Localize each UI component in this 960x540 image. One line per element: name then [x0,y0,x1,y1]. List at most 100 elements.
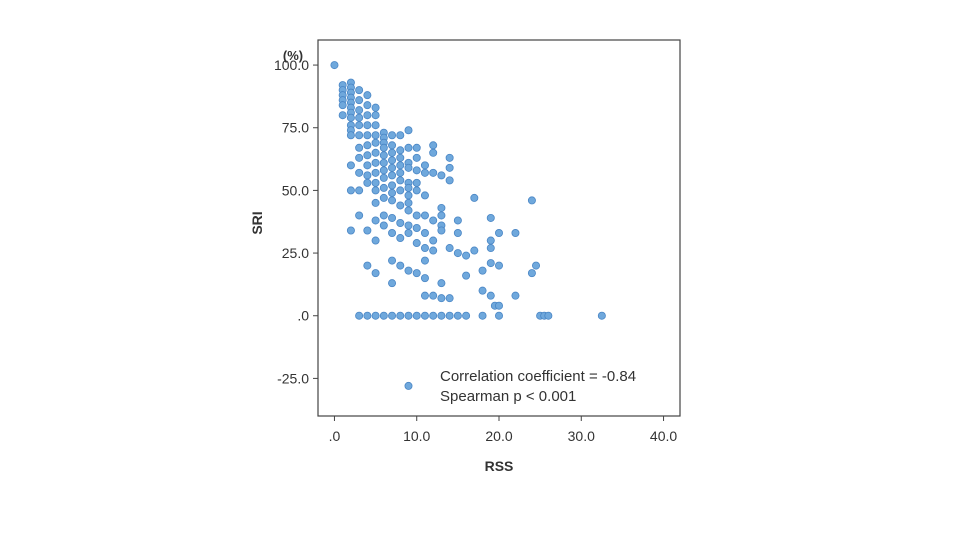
x-tick-label: 30.0 [568,428,595,444]
data-point [412,186,421,195]
data-point [445,176,454,185]
data-point [363,141,372,150]
data-point [470,246,479,255]
data-point [396,161,405,170]
data-point [355,121,364,130]
x-tick-label: 20.0 [485,428,512,444]
data-point [437,279,446,288]
data-point [338,101,347,110]
data-point [363,121,372,130]
data-point [486,213,495,222]
data-point [453,229,462,238]
data-point [429,236,438,245]
data-point [396,131,405,140]
data-point [363,226,372,235]
data-point [429,141,438,150]
data-point [437,311,446,320]
data-point [511,229,520,238]
data-point [388,181,397,190]
data-point [396,261,405,270]
data-point [420,191,429,200]
x-tick-label: .0 [329,428,341,444]
data-point [346,161,355,170]
data-point [379,221,388,230]
y-tick-label: 75.0 [282,120,309,136]
data-point [420,256,429,265]
data-point [478,286,487,295]
data-point [396,176,405,185]
data-point [371,198,380,207]
data-point [396,201,405,210]
data-points [330,61,606,320]
data-point [462,251,471,260]
data-point [527,269,536,278]
data-point [371,269,380,278]
data-point [388,311,397,320]
data-point [404,198,413,207]
data-point [371,216,380,225]
data-point [363,101,372,110]
data-point [363,311,372,320]
y-tick-label: -25.0 [277,370,309,386]
data-point [371,158,380,167]
annotation-marker [404,381,413,390]
data-point [445,311,454,320]
data-point [412,239,421,248]
data-point [379,143,388,152]
data-point [355,143,364,152]
data-point [420,161,429,170]
data-point [346,226,355,235]
data-point [486,236,495,245]
data-point [404,191,413,200]
plot-frame [317,39,681,417]
data-point [396,153,405,162]
data-point [404,266,413,275]
data-point [494,311,503,320]
data-point [445,244,454,253]
data-point [429,148,438,157]
data-point [388,213,397,222]
data-point [404,229,413,238]
data-point [437,171,446,180]
data-point [396,218,405,227]
data-point [379,158,388,167]
data-point [363,111,372,120]
data-point [355,311,364,320]
data-point [412,269,421,278]
y-axis: 100.0 75.0 50.0 25.0 .0 -25.0 [274,57,318,386]
data-point [363,131,372,140]
data-point [346,186,355,195]
data-point [346,131,355,140]
data-point [379,183,388,192]
y-tick-label: 100.0 [274,57,309,73]
annotation-correlation: Correlation coefficient = -0.84 [440,368,636,385]
data-point [379,211,388,220]
data-point [412,311,421,320]
data-point [412,153,421,162]
data-point [494,229,503,238]
data-point [371,103,380,112]
data-point [429,246,438,255]
data-point [338,111,347,120]
data-point [404,163,413,172]
data-point [379,173,388,182]
data-point [453,249,462,258]
data-point [388,148,397,157]
data-point [371,138,380,147]
data-point [412,178,421,187]
data-point [486,259,495,268]
data-point [371,236,380,245]
data-point [363,261,372,270]
data-point [379,151,388,160]
y-tick-label: 50.0 [282,182,309,198]
data-point [404,206,413,215]
data-point [388,256,397,265]
data-point [363,178,372,187]
data-point [379,166,388,175]
data-point [437,211,446,220]
data-point [371,131,380,140]
data-point [404,221,413,230]
data-point [371,168,380,177]
data-point [355,113,364,122]
